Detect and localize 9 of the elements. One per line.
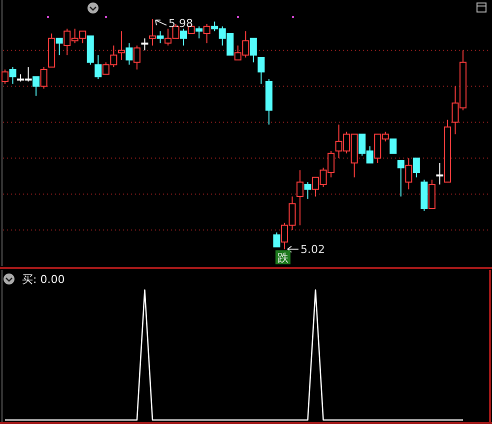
candlestick — [296, 170, 304, 226]
annotation: 5.98 — [168, 17, 193, 30]
chart-title: 买: 0.00 — [22, 273, 65, 286]
candlestick — [405, 158, 412, 190]
candlestick — [436, 162, 444, 186]
candlestick — [118, 30, 125, 60]
candlestick — [148, 18, 156, 46]
annotation: 5.02 — [300, 243, 325, 256]
annotation: 跌 — [277, 252, 288, 265]
